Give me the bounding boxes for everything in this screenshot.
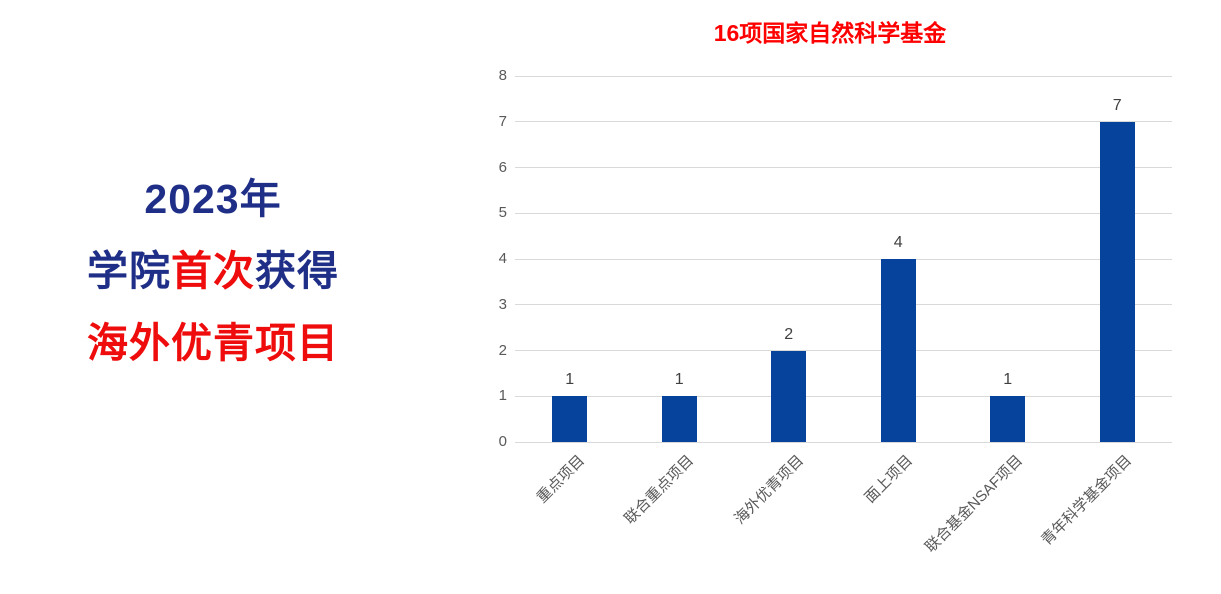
bar-value-label: 7 [1112,96,1122,114]
y-tick-label: 2 [498,341,507,359]
gridline [515,167,1172,168]
headline-year: 2023年 [144,176,282,222]
x-category-label: 海外优青项目 [731,452,807,528]
plot-area: 0 1 2 3 4 5 6 7 8 1 重点项目 1 联合重点项目 2 海外优青项目 4 面上项目 1 联合基金NS… [499,67,1172,556]
headline-line2-highlight: 首次 [171,248,255,294]
bar [990,396,1026,442]
bar [661,396,697,442]
bar [552,396,588,442]
gridline [515,304,1172,306]
y-tick-label: 7 [498,112,507,130]
bar-value-label: 1 [674,371,684,389]
headline: 2023年 学院首次获得 海外优青项目 [0,163,426,379]
y-tick-label: 0 [498,433,507,450]
gridline [515,121,1172,123]
headline-line2-prefix: 学院 [87,248,171,294]
gridline [515,350,1172,351]
x-category-label: 重点项目 [533,452,588,507]
y-tick-label: 1 [498,387,507,405]
gridline [515,441,1172,443]
gridline [515,212,1172,214]
bar-value-label: 4 [893,234,903,251]
headline-line3: 海外优青项目 [87,320,339,366]
bar-value-label: 2 [784,325,794,343]
chart-title: 16项国家自然科学基金 [713,20,947,46]
y-tick-label: 8 [498,67,507,84]
x-category-label: 青年科学基金项目 [1038,452,1136,549]
y-tick-label: 6 [498,158,507,176]
headline-line2-suffix: 获得 [255,248,339,294]
gridline [515,395,1172,397]
x-category-label: 联合基金NSAF项目 [921,452,1026,556]
bar [771,350,807,442]
x-category-label: 面上项目 [861,452,917,507]
y-tick-label: 4 [498,250,507,267]
x-category-label: 联合重点项目 [621,452,698,528]
gridline [515,75,1172,77]
bar [880,259,916,442]
headline-line2: 学院首次获得 [0,235,426,307]
bar-value-label: 1 [565,371,575,389]
y-tick-label: 5 [498,204,507,222]
gridline [515,258,1172,260]
y-tick-label: 3 [498,295,507,313]
bar [1099,121,1135,442]
bar-value-label: 1 [1003,371,1013,389]
